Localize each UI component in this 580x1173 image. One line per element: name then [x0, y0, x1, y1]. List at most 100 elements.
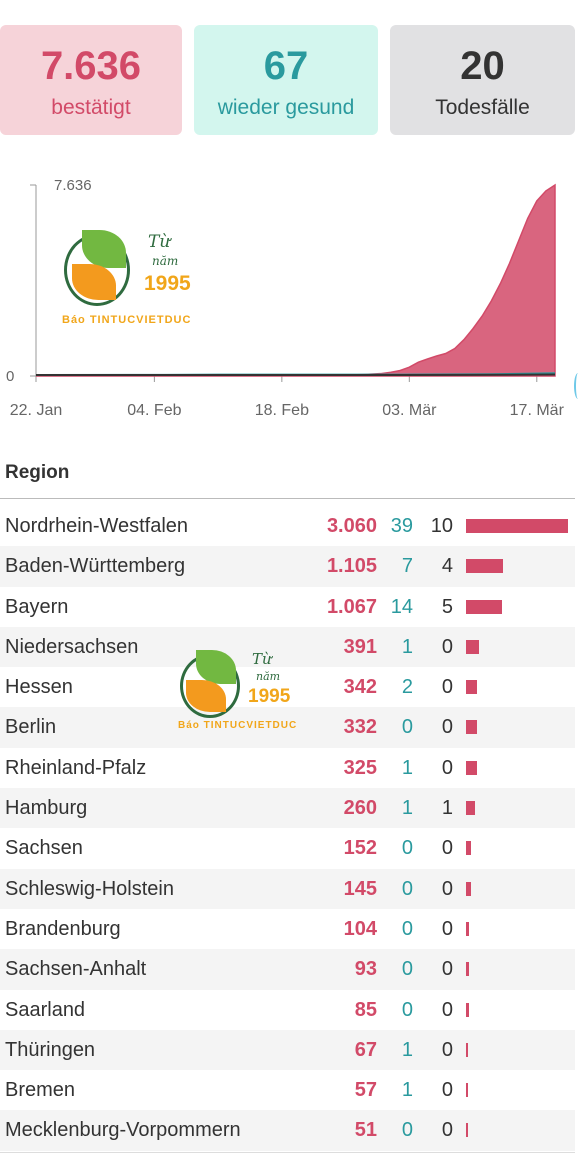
recovered-cell: 0	[401, 958, 413, 981]
recovered-cell: 1	[401, 1038, 413, 1061]
confirmed-cell: 325	[343, 756, 377, 779]
edge-handle-icon	[574, 373, 580, 399]
confirmed-bar	[466, 559, 503, 574]
watermark-leaf-icon	[196, 650, 236, 684]
region-name: Brandenburg	[5, 917, 121, 940]
confirmed-label: bestätigt	[51, 96, 131, 119]
confirmed-bar	[466, 639, 480, 654]
confirmed-bar	[466, 680, 478, 695]
table-row[interactable]: Mecklenburg-Vorpommern 51 0 0	[0, 1110, 575, 1151]
table-row[interactable]: Bremen 57 1 0	[0, 1070, 575, 1110]
recovered-cell: 1	[401, 797, 413, 820]
watermark-leaf-icon-2	[186, 680, 226, 712]
header-divider	[0, 498, 575, 499]
confirmed-bar	[466, 801, 475, 816]
confirmed-bar	[466, 1002, 469, 1017]
region-name: Berlin	[5, 716, 57, 739]
deaths-line	[36, 373, 556, 376]
confirmed-card[interactable]: 7.636 bestätigt	[0, 25, 182, 135]
confirmed-cell: 51	[354, 1119, 377, 1142]
recovered-cell: 0	[401, 998, 413, 1021]
deaths-card[interactable]: 20 Todesfälle	[390, 25, 575, 135]
confirmed-cell: 145	[343, 877, 377, 900]
confirmed-cell: 57	[354, 1079, 377, 1102]
x-tick-label: 17. Mär	[510, 402, 565, 419]
deaths-cell: 0	[441, 837, 453, 860]
confirmed-cell: 342	[343, 676, 377, 699]
recovered-cell: 0	[401, 877, 413, 900]
recovered-cell: 1	[401, 1079, 413, 1102]
deaths-cell: 0	[441, 716, 453, 739]
cases-chart: 0 7.636 22. Jan 04. Feb 18. Feb 03. Mär 17. Mä…	[6, 177, 565, 419]
region-name: Mecklenburg-Vorpommern	[5, 1119, 241, 1142]
table-row[interactable]: Hamburg 260 1 1	[0, 788, 575, 829]
x-tick-label: 22. Jan	[10, 402, 62, 419]
recovered-cell: 2	[401, 676, 413, 699]
watermark-leaf-icon-2	[72, 264, 116, 300]
confirmed-bar	[466, 1123, 468, 1138]
region-column-header[interactable]: Region	[5, 462, 70, 483]
table-row[interactable]: Rheinland-Pfalz 325 1 0	[0, 748, 575, 788]
table-row[interactable]: Sachsen-Anhalt 93 0 0	[0, 949, 575, 990]
deaths-cell: 0	[441, 1079, 453, 1102]
deaths-cell: 1	[441, 797, 453, 820]
table-row[interactable]: Sachsen 152 0 0	[0, 828, 575, 868]
recovered-card[interactable]: 67 wieder gesund	[194, 25, 378, 135]
table-bottom-divider	[0, 1152, 575, 1153]
region-name: Sachsen-Anhalt	[5, 958, 147, 981]
confirmed-bar	[466, 599, 502, 614]
recovered-cell: 1	[401, 756, 413, 779]
deaths-cell: 0	[441, 1119, 453, 1142]
watermark-caption: Báo TINTUCVIETDUC	[178, 720, 298, 731]
table-row[interactable]: Schleswig-Holstein 145 0 0	[0, 868, 575, 909]
region-name: Bayern	[5, 595, 69, 618]
confirmed-bar	[466, 1042, 469, 1057]
deaths-label: Todesfälle	[435, 96, 530, 119]
table-row[interactable]: Hessen 342 2 0	[0, 667, 575, 707]
confirmed-cell: 67	[354, 1038, 377, 1061]
x-tick-label: 03. Mär	[382, 402, 437, 419]
table-row[interactable]: Brandenburg 104 0 0	[0, 909, 575, 949]
watermark-script-2: năm	[152, 254, 179, 268]
recovered-count: 67	[263, 44, 309, 88]
watermark-leaf-icon	[82, 230, 126, 268]
region-name: Nordrhein-Westfalen	[5, 515, 189, 537]
y-tick-label: 7.636	[54, 177, 92, 194]
region-name: Hessen	[5, 676, 73, 699]
table-row[interactable]: Berlin 332 0 0	[0, 707, 575, 748]
deaths-cell: 0	[441, 756, 453, 779]
deaths-cell: 10	[430, 515, 453, 537]
summary-cards: 7.636 bestätigt 67 wieder gesund 20 Tode…	[0, 25, 580, 135]
region-name: Hamburg	[5, 797, 88, 820]
confirmed-cell: 332	[343, 716, 377, 739]
recovered-cell: 0	[401, 917, 413, 940]
deaths-cell: 0	[441, 635, 453, 658]
watermark-caption: Báo TINTUCVIETDUC	[62, 314, 192, 326]
table-row[interactable]: Baden-Württemberg 1.105 7 4	[0, 546, 575, 587]
region-name: Rheinland-Pfalz	[5, 756, 147, 779]
confirmed-cell: 152	[343, 837, 377, 860]
deaths-cell: 0	[441, 958, 453, 981]
deaths-cell: 4	[441, 555, 453, 578]
watermark-year: 1995	[248, 686, 291, 707]
confirmed-bar	[466, 921, 470, 936]
confirmed-bar	[466, 1083, 468, 1098]
watermark-script-1: Từ	[148, 232, 171, 252]
confirmed-bar	[466, 841, 472, 856]
table-row[interactable]: Nordrhein-Westfalen 3.060 39 10	[0, 506, 575, 546]
region-table: Nordrhein-Westfalen 3.060 39 10 Baden-Württe…	[0, 506, 575, 1151]
table-row[interactable]: Bayern 1.067 14 5	[0, 587, 575, 627]
region-name: Baden-Württemberg	[5, 555, 186, 578]
recovered-cell: 1	[401, 635, 413, 658]
confirmed-bar	[466, 720, 478, 735]
confirmed-cell: 1.067	[326, 595, 377, 618]
recovered-cell: 39	[390, 515, 413, 537]
recovered-cell: 0	[401, 1119, 413, 1142]
table-row[interactable]: Saarland 85 0 0	[0, 990, 575, 1030]
deaths-cell: 0	[441, 676, 453, 699]
table-row[interactable]: Thüringen 67 1 0	[0, 1029, 575, 1071]
table-row[interactable]: Niedersachsen 391 1 0	[0, 626, 575, 668]
confirmed-cell: 1.105	[326, 555, 377, 578]
confirmed-cell: 93	[354, 958, 377, 981]
confirmed-bar	[466, 760, 477, 775]
